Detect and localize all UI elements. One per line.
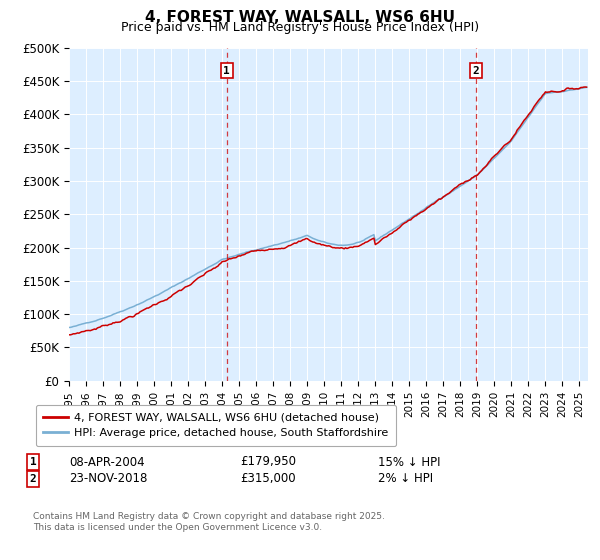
Text: £315,000: £315,000 [240,472,296,486]
Text: 23-NOV-2018: 23-NOV-2018 [69,472,148,486]
Text: 2% ↓ HPI: 2% ↓ HPI [378,472,433,486]
Text: 2: 2 [472,66,479,76]
Text: Contains HM Land Registry data © Crown copyright and database right 2025.
This d: Contains HM Land Registry data © Crown c… [33,512,385,532]
Text: 2: 2 [29,474,37,484]
Legend: 4, FOREST WAY, WALSALL, WS6 6HU (detached house), HPI: Average price, detached h: 4, FOREST WAY, WALSALL, WS6 6HU (detache… [35,405,397,446]
Text: 15% ↓ HPI: 15% ↓ HPI [378,455,440,469]
Text: £179,950: £179,950 [240,455,296,469]
Text: Price paid vs. HM Land Registry's House Price Index (HPI): Price paid vs. HM Land Registry's House … [121,21,479,34]
Text: 1: 1 [29,457,37,467]
Text: 4, FOREST WAY, WALSALL, WS6 6HU: 4, FOREST WAY, WALSALL, WS6 6HU [145,10,455,25]
Text: 1: 1 [223,66,230,76]
Text: 08-APR-2004: 08-APR-2004 [69,455,145,469]
